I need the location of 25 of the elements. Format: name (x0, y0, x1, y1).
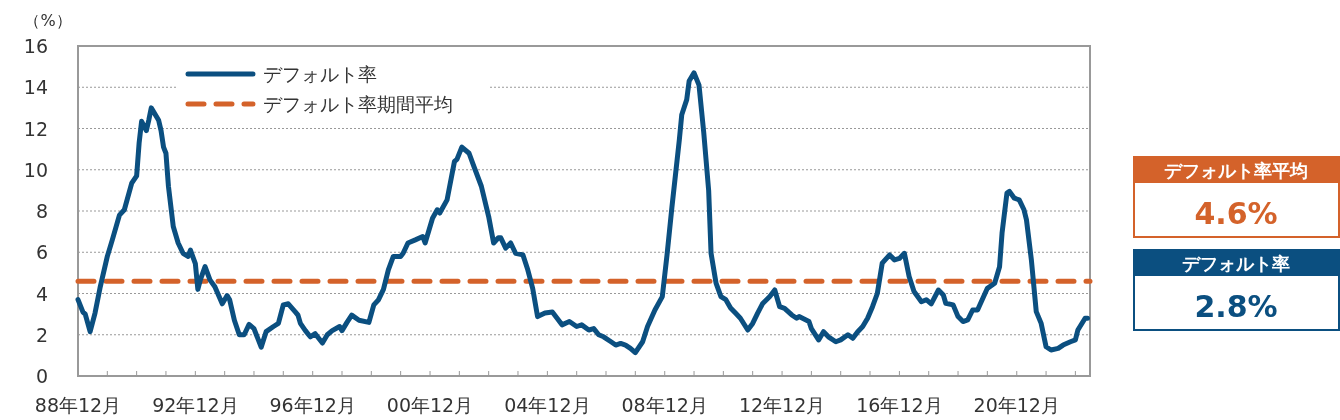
x-tick-label: 16年12月 (856, 394, 943, 416)
x-tick-label: 12年12月 (738, 394, 826, 416)
y-axis-title: （%） (24, 11, 72, 30)
y-tick-label: 16 (23, 35, 48, 57)
y-tick-label: 8 (35, 200, 48, 222)
y-tick-label: 4 (35, 282, 48, 305)
x-tick-label: 00年12月 (386, 394, 474, 416)
x-tick-label: 92年12月 (152, 394, 239, 416)
legend-label: デフォルト率期間平均 (263, 93, 453, 115)
text: デフォルト率 (1182, 253, 1290, 274)
y-tick-label: 2 (35, 323, 48, 346)
x-tick-label: 20年12月 (973, 394, 1060, 416)
x-tick-label: 88年12月 (34, 394, 122, 416)
text: 4.6% (1194, 196, 1278, 231)
y-tick-label: 10 (23, 158, 48, 181)
x-tick-label: 96年12月 (269, 394, 356, 416)
x-tick-label: 08年12月 (621, 394, 708, 416)
y-tick-label: 12 (23, 117, 48, 140)
x-tick-label: 04年12月 (504, 394, 591, 416)
y-tick-label: 0 (35, 365, 48, 387)
text: 2.8% (1194, 289, 1278, 324)
y-tick-label: 6 (35, 241, 48, 264)
y-tick-label: 14 (23, 76, 48, 99)
legend-label: デフォルト率 (263, 63, 377, 85)
text: デフォルト率平均 (1164, 160, 1308, 181)
